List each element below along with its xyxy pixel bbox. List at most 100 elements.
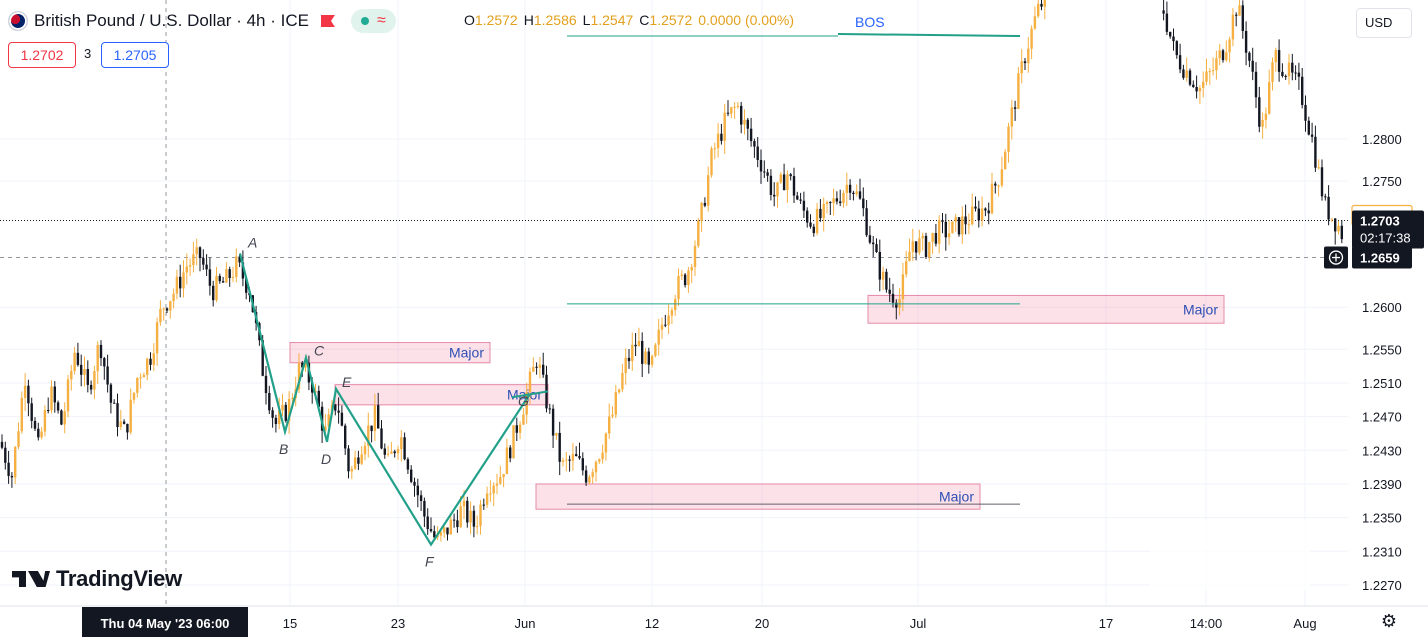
candle	[1317, 159, 1320, 170]
candle-body	[1297, 72, 1301, 77]
candle-body	[852, 192, 855, 195]
price-tick-label: 1.2800	[1362, 132, 1402, 147]
candle-body	[1182, 69, 1185, 78]
candle	[726, 100, 730, 117]
candle	[235, 248, 238, 283]
candle-body	[1314, 136, 1317, 168]
candle-body	[700, 202, 703, 221]
time-tick-label: Jun	[515, 616, 536, 631]
candle	[1324, 193, 1327, 201]
candle-body	[37, 428, 40, 438]
candle	[456, 509, 459, 533]
candle-body	[971, 206, 974, 225]
harmonic-pattern-line	[238, 253, 531, 547]
candle	[624, 348, 627, 385]
candle-body	[202, 258, 205, 265]
candle-body	[733, 106, 736, 108]
candle	[924, 232, 928, 260]
settings-icon[interactable]: ⚙	[1380, 611, 1398, 631]
currency-button[interactable]: USD	[1356, 8, 1412, 38]
candle-body	[1202, 81, 1205, 88]
candle	[641, 332, 644, 378]
candle	[532, 357, 535, 372]
candle	[525, 382, 528, 424]
candle	[581, 452, 584, 476]
candle-body	[555, 432, 558, 436]
candle	[730, 106, 733, 119]
add-alert-button[interactable]	[1324, 246, 1348, 269]
candle-body	[928, 242, 931, 257]
candle-body	[565, 459, 568, 461]
candle-body	[139, 377, 142, 379]
price-axis-background	[1348, 0, 1428, 640]
candle-body	[994, 183, 997, 186]
candle	[37, 422, 40, 441]
candle	[182, 260, 185, 298]
ask-price-button[interactable]: 1.2705	[101, 42, 169, 68]
candle-body	[819, 208, 822, 219]
ohlc-legend: O 1.2572 H 1.2586 L 1.2547 C 1.2572 0.0000 (…	[464, 12, 800, 28]
candle	[410, 465, 413, 484]
candle-body	[1172, 36, 1175, 42]
candle	[842, 190, 845, 208]
ohlc-low-key: L	[582, 12, 591, 28]
candle	[231, 267, 235, 283]
candle-body	[683, 274, 687, 286]
candle	[512, 425, 515, 459]
tradingview-logo[interactable]: TradingView	[12, 566, 182, 592]
candle	[928, 241, 931, 262]
candle-body	[944, 221, 947, 238]
candle-body	[542, 364, 545, 375]
candle-body	[1310, 134, 1314, 137]
time-tick-label: 15	[283, 616, 297, 631]
candle	[86, 360, 89, 393]
candle-body	[274, 417, 278, 425]
candle	[1037, 0, 1040, 19]
candle-body	[353, 457, 357, 469]
candle	[749, 117, 753, 147]
candle	[20, 391, 23, 434]
candle	[56, 400, 60, 414]
candle	[990, 172, 994, 215]
candle	[393, 449, 396, 458]
candle	[921, 232, 924, 251]
candle-body	[505, 447, 509, 475]
candle	[789, 172, 792, 181]
candle	[152, 343, 155, 371]
candle-body	[443, 527, 446, 533]
price-tick-label: 1.2750	[1362, 174, 1402, 189]
candle	[1314, 125, 1317, 172]
candle-body	[713, 148, 716, 150]
candle	[710, 146, 713, 178]
candle	[419, 490, 423, 511]
candle	[660, 317, 664, 339]
candle-body	[344, 425, 347, 449]
candle	[53, 381, 56, 413]
candle	[865, 200, 868, 238]
candle	[535, 362, 538, 375]
candle-body	[198, 247, 202, 259]
candle-body	[769, 175, 773, 195]
candle-body	[179, 276, 182, 289]
candle	[198, 246, 202, 272]
candle	[159, 300, 162, 326]
candle	[423, 497, 426, 528]
candle	[1000, 156, 1004, 188]
market-status-pill[interactable]: ≈	[350, 9, 396, 33]
candle-body	[489, 493, 492, 495]
candle-body	[895, 302, 898, 308]
symbol-title[interactable]: British Pound / U.S. Dollar · 4h · ICE	[34, 11, 309, 30]
candle	[980, 196, 984, 227]
bid-price-button[interactable]: 1.2702	[8, 42, 76, 68]
price-tick-label: 1.2510	[1362, 376, 1402, 391]
candle-body	[459, 506, 462, 528]
candle	[782, 163, 786, 191]
candle-body	[476, 526, 479, 528]
candle	[136, 377, 139, 398]
candle-body	[47, 409, 50, 411]
spread-value: 3	[84, 46, 92, 61]
candle	[449, 515, 452, 535]
flag-marker-icon[interactable]	[320, 15, 335, 27]
candle	[60, 409, 63, 426]
